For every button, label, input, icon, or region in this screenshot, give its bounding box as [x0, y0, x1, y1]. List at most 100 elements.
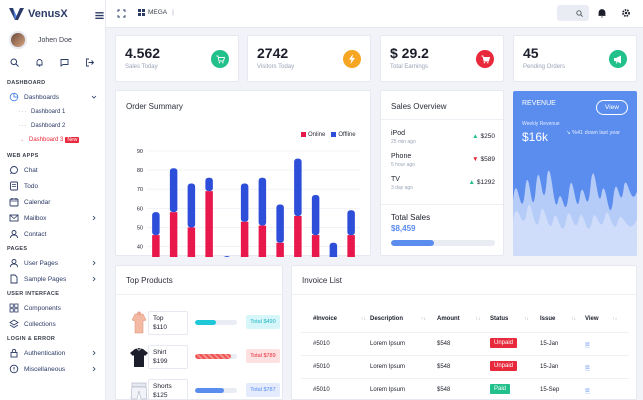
- column-header-amount[interactable]: Amount ↑↓: [437, 316, 480, 322]
- bar-online: [152, 235, 160, 257]
- stat-value: $ 29.2: [390, 45, 429, 61]
- sales-item-amount: ▲ $1292: [468, 179, 495, 186]
- logout-icon[interactable]: [85, 57, 95, 67]
- sidebar-item-chat[interactable]: Chat: [0, 162, 105, 178]
- section-pages: PAGES: [7, 246, 28, 252]
- sidebar-item-dashboard-1[interactable]: ··· Dashboard 1: [0, 105, 105, 119]
- column-label: View: [585, 316, 599, 322]
- trend-down-icon: ↘: [566, 130, 571, 136]
- sort-icon[interactable]: ↑↓: [475, 316, 481, 322]
- arrow-down-icon: ▼: [472, 156, 479, 163]
- stat-card-earnings: $ 29.2 Total Earnings: [380, 35, 504, 82]
- sales-item[interactable]: iPod 25 min ago ▲ $250: [391, 130, 495, 145]
- view-button[interactable]: View: [596, 100, 628, 115]
- status-badge: Unpaid: [490, 361, 518, 371]
- message-icon[interactable]: [60, 57, 70, 67]
- stat-value: 4.562: [125, 45, 161, 61]
- sidebar-item-calendar[interactable]: Calendar: [0, 194, 105, 210]
- menu-toggle-icon[interactable]: [94, 10, 105, 21]
- sort-icon[interactable]: ↑↓: [360, 316, 366, 322]
- sidebar-item-collections[interactable]: Collections: [0, 316, 105, 332]
- document-icon[interactable]: 🗎: [585, 389, 590, 395]
- product-name: Shirt: [153, 349, 167, 356]
- sort-icon[interactable]: ↑↓: [420, 316, 426, 322]
- y-tick-label: 40: [137, 245, 143, 251]
- column-header-status[interactable]: Status ↑↓: [490, 316, 529, 322]
- fullscreen-icon[interactable]: [117, 9, 126, 18]
- invoice-issue: 15-Jan: [540, 341, 559, 347]
- table-row[interactable]: #5010 Lorem Ipsum $548 Unpaid 15-Jan 🗎: [301, 355, 629, 378]
- sales-item[interactable]: TV 3 day ago ▲ $1292: [391, 176, 495, 191]
- sales-item[interactable]: Phone 5 hour ago ▼ $589: [391, 153, 495, 168]
- product-row[interactable]: Shorts $125 Total $787: [126, 379, 280, 400]
- column-header-invoice[interactable]: #Invoice ↑↓: [313, 316, 366, 322]
- sidebar-item-sample-pages[interactable]: Sample Pages: [0, 271, 105, 287]
- product-info: Shorts $125: [148, 379, 188, 400]
- sidebar-item-user-pages[interactable]: User Pages: [0, 255, 105, 271]
- sales-item-date: 25 min ago: [391, 139, 416, 145]
- stat-card-pending: 45 Pending Orders: [513, 35, 637, 82]
- notification-bell-icon[interactable]: [597, 8, 607, 18]
- mega-menu[interactable]: MEGA |: [138, 9, 174, 16]
- y-tick-label: 90: [137, 149, 143, 155]
- chevron-right-icon: [92, 215, 96, 221]
- sort-icon[interactable]: ↑↓: [612, 316, 618, 322]
- column-header-issue[interactable]: Issue ↑↓: [540, 316, 576, 322]
- y-tick-label: 50: [137, 225, 143, 231]
- shorts-image: [130, 382, 148, 400]
- bar-online: [347, 235, 355, 257]
- column-header-view[interactable]: View ↑↓: [585, 316, 617, 322]
- user-profile[interactable]: Johen Doe: [0, 28, 105, 52]
- sidebar-item-label: Todo: [24, 182, 39, 190]
- sales-overview-card: Sales Overview iPod 25 min ago ▲ $250 Pho…: [380, 90, 504, 256]
- bar-offline: [329, 242, 338, 257]
- chevron-right-icon: [92, 350, 96, 356]
- document-icon[interactable]: 🗎: [585, 343, 590, 349]
- dashboard-icon: [9, 92, 19, 102]
- brand-name: VenusX: [28, 8, 68, 20]
- search-icon[interactable]: [9, 57, 19, 67]
- bar-offline: [169, 168, 178, 213]
- revenue-change-text: %41 down last year: [572, 130, 621, 136]
- product-name: Top: [153, 315, 164, 322]
- sidebar-item-label: Collections: [24, 320, 56, 328]
- total-sales-progress: [391, 240, 495, 246]
- table-row[interactable]: #5010 Lorem Ipsum $548 Unpaid 15-Jan 🗎: [301, 332, 629, 355]
- sidebar-item-mailbox[interactable]: Mailbox: [0, 210, 105, 226]
- sort-icon[interactable]: ↑↓: [571, 316, 577, 322]
- sidebar-item-dashboard-3[interactable]: → Dashboard 3 New: [0, 133, 105, 147]
- sidebar-item-label: Authentication: [24, 349, 66, 357]
- bell-icon[interactable]: [34, 57, 44, 67]
- settings-gear-icon[interactable]: [621, 8, 631, 18]
- sales-item-amount-value: $250: [480, 133, 495, 140]
- sidebar-item-components[interactable]: Components: [0, 300, 105, 316]
- grid-icon: [9, 303, 19, 313]
- sidebar-item-todo[interactable]: Todo: [0, 178, 105, 194]
- table-row[interactable]: #5010 Lorem Ipsum $548 Paid 15-Sep 🗎: [301, 378, 629, 400]
- document-icon[interactable]: 🗎: [585, 366, 590, 372]
- sidebar-item-label: Mailbox: [24, 214, 47, 222]
- product-info: Shirt $199: [148, 345, 188, 369]
- section-web-apps: WEB APPS: [7, 153, 39, 159]
- sidebar-item-dashboard-2[interactable]: ··· Dashboard 2: [0, 119, 105, 133]
- sidebar-item-contact[interactable]: Contact: [0, 226, 105, 242]
- avatar[interactable]: [9, 31, 27, 49]
- sales-item-name: TV: [391, 176, 400, 183]
- column-header-description[interactable]: Description ↑↓: [370, 316, 426, 322]
- sort-icon[interactable]: ↑↓: [524, 316, 530, 322]
- cart-icon: [211, 50, 229, 68]
- user-name: Johen Doe: [38, 36, 72, 44]
- revenue-title: REVENUE: [522, 100, 556, 107]
- product-row[interactable]: Shirt $199 Total $789: [126, 345, 280, 369]
- bar-offline: [152, 212, 160, 236]
- product-row[interactable]: Top $110 Total $490: [126, 311, 280, 335]
- sidebar-item-authentication[interactable]: Authentication: [0, 345, 105, 361]
- search-input[interactable]: [557, 5, 589, 21]
- sidebar-item-dashboards[interactable]: Dashboards: [0, 89, 105, 105]
- calendar-icon: [9, 198, 19, 207]
- bar-offline: [187, 183, 196, 228]
- sidebar-item-label: Dashboards: [24, 93, 60, 101]
- sidebar-item-miscellaneous[interactable]: Miscellaneous: [0, 361, 105, 377]
- brand[interactable]: VenusX: [0, 0, 105, 28]
- product-progress: [195, 388, 237, 393]
